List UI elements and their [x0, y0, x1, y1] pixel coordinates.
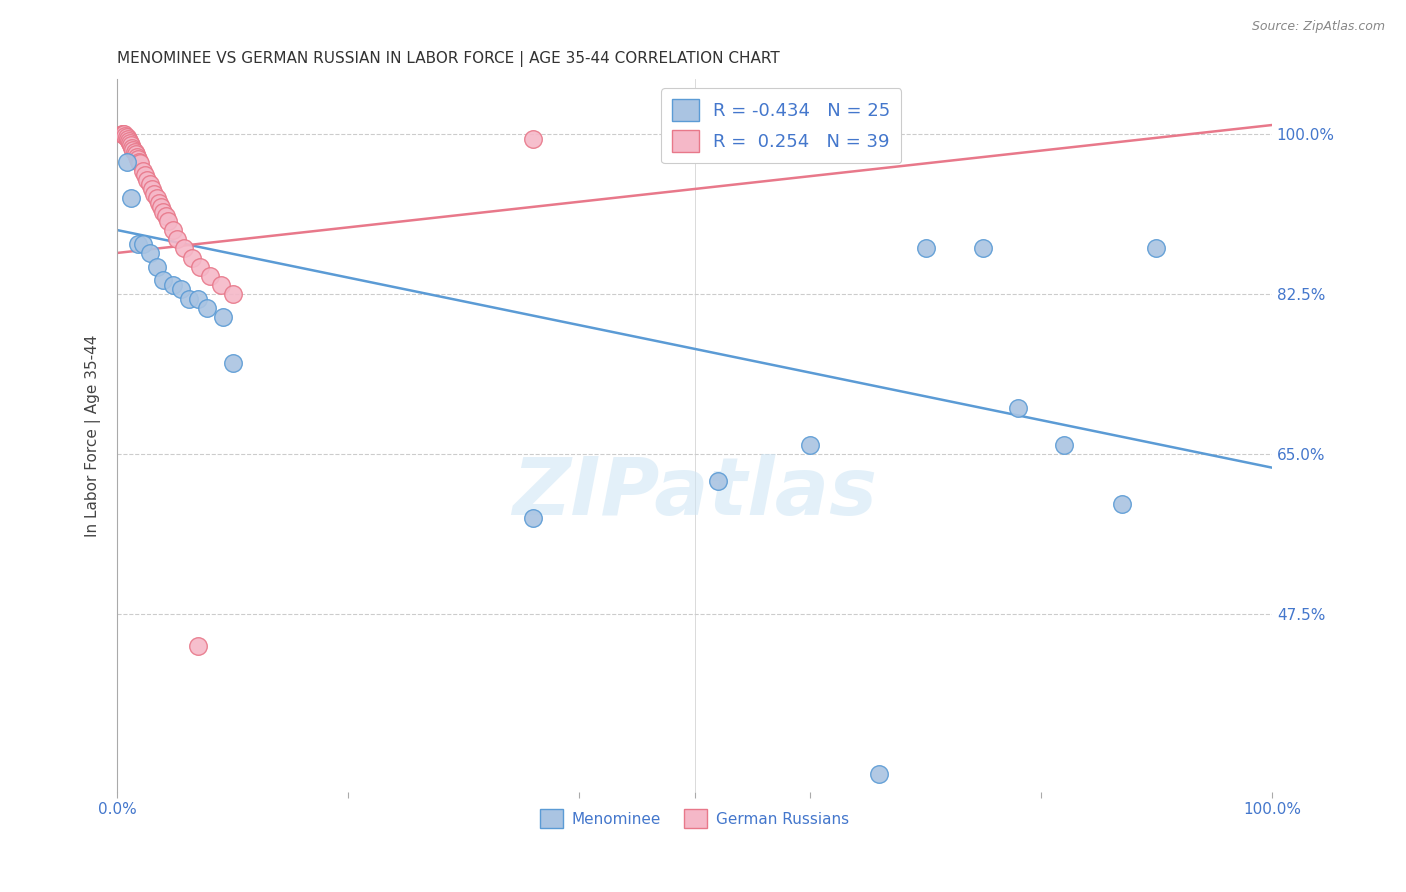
Point [157, 214, 180, 228]
Point [131, 236, 153, 251]
Point [198, 268, 221, 283]
Point [143, 186, 166, 201]
Point [112, 127, 135, 141]
Point [972, 241, 994, 255]
Point [117, 132, 139, 146]
Point [209, 277, 232, 292]
Point [1053, 438, 1076, 452]
Point [111, 127, 134, 141]
Point [112, 127, 135, 141]
Point [177, 292, 200, 306]
Point [187, 292, 209, 306]
Point [136, 173, 159, 187]
Point [127, 152, 149, 166]
Point [212, 310, 235, 324]
Point [150, 200, 173, 214]
Point [128, 154, 150, 169]
Point [134, 168, 156, 182]
Legend: Menominee, German Russians: Menominee, German Russians [534, 804, 855, 834]
Point [127, 236, 149, 251]
Point [1146, 241, 1168, 255]
Point [125, 147, 148, 161]
Point [222, 287, 245, 301]
Text: MENOMINEE VS GERMAN RUSSIAN IN LABOR FORCE | AGE 35-44 CORRELATION CHART: MENOMINEE VS GERMAN RUSSIAN IN LABOR FOR… [117, 51, 780, 67]
Point [145, 191, 167, 205]
Text: Source: ZipAtlas.com: Source: ZipAtlas.com [1251, 20, 1385, 33]
Point [115, 129, 138, 144]
Point [114, 128, 136, 143]
Point [162, 223, 184, 237]
Point [115, 154, 138, 169]
Point [118, 136, 141, 151]
Point [121, 141, 143, 155]
Point [145, 260, 167, 274]
Point [152, 273, 174, 287]
Point [856, 127, 879, 141]
Point [155, 210, 177, 224]
Point [222, 355, 245, 369]
Point [799, 438, 821, 452]
Point [120, 138, 142, 153]
Point [138, 246, 160, 260]
Y-axis label: In Labor Force | Age 35-44: In Labor Force | Age 35-44 [86, 334, 101, 537]
Point [152, 204, 174, 219]
Point [195, 301, 218, 315]
Point [122, 143, 145, 157]
Point [1111, 497, 1133, 511]
Point [868, 766, 890, 780]
Text: ZIPatlas: ZIPatlas [512, 454, 877, 532]
Point [187, 639, 209, 653]
Point [190, 260, 212, 274]
Point [170, 283, 193, 297]
Point [120, 191, 142, 205]
Point [124, 145, 146, 160]
Point [129, 156, 152, 170]
Point [181, 251, 204, 265]
Point [141, 182, 163, 196]
Point [162, 277, 184, 292]
Point [138, 178, 160, 192]
Point [706, 475, 728, 489]
Point [522, 132, 544, 146]
Point [1007, 401, 1029, 416]
Point [118, 134, 141, 148]
Point [166, 232, 188, 246]
Point [173, 241, 195, 255]
Point [914, 241, 936, 255]
Point [125, 150, 148, 164]
Point [131, 163, 153, 178]
Point [148, 195, 170, 210]
Point [522, 511, 544, 525]
